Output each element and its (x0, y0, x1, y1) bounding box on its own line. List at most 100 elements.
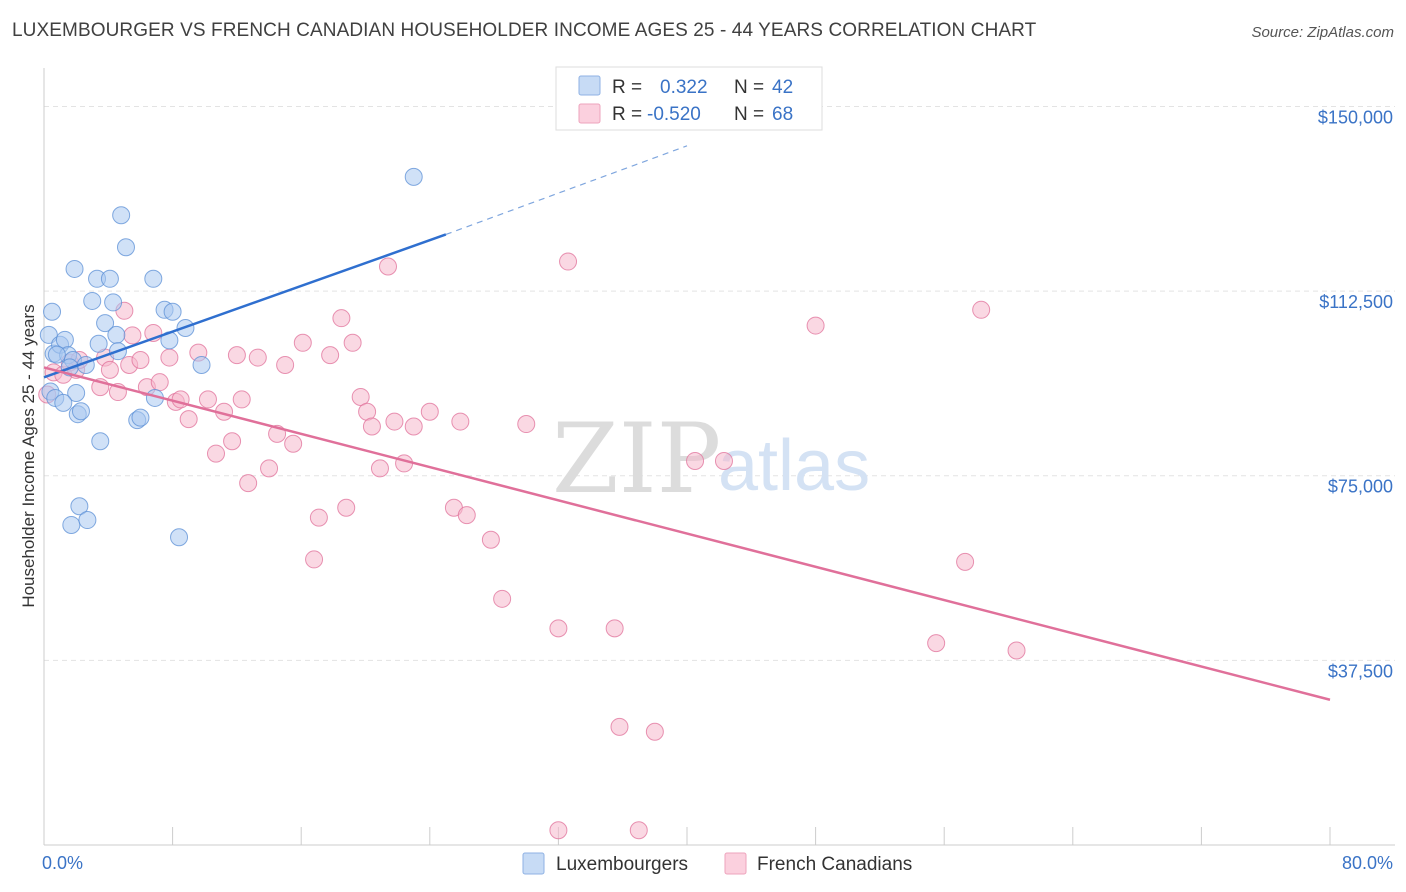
legend-swatch-luxembourgers (522, 852, 545, 875)
french-canadians-point-67 (1007, 641, 1026, 660)
french-canadians-point-33 (284, 434, 303, 453)
stats-swatch-blue (578, 75, 601, 96)
french-canadians-point-22 (198, 390, 217, 409)
luxembourgers-point-23 (107, 325, 126, 344)
french-canadians-point-58 (605, 619, 624, 638)
watermark-atlas: atlas (718, 426, 870, 506)
stats-legend: R = 0.322 N = 42 R = -0.520 N = 68 (555, 66, 823, 131)
french-canadians-point-56 (549, 619, 568, 638)
y-tick-labels: $37,500 $75,000 $112,500 $150,000 (1318, 107, 1393, 681)
stats-n-label-2: N = (734, 104, 764, 125)
french-canadians-point-29 (248, 348, 267, 367)
luxembourgers-point-19 (91, 432, 110, 451)
y-tick-label-3: $150,000 (1318, 107, 1393, 127)
french-canadians-point-59 (610, 717, 629, 736)
luxembourgers-point-40 (54, 393, 73, 412)
luxembourgers-point-38 (47, 345, 66, 364)
luxembourgers-point-33 (163, 302, 182, 321)
french-canadians-point-66 (972, 300, 991, 319)
french-canadians-low-point-1 (629, 821, 648, 840)
french-canadians-point-53 (481, 530, 500, 549)
luxembourgers-point-13 (70, 497, 89, 516)
stats-r-label-1: R = (612, 77, 642, 98)
french-canadians-point-63 (806, 316, 825, 335)
luxembourgers-point-10 (65, 259, 84, 278)
luxembourgers-point-29 (144, 269, 163, 288)
french-canadians-point-60 (645, 722, 664, 741)
luxembourgers-point-16 (83, 291, 102, 310)
trend-line-luxembourgers-extension (445, 145, 688, 236)
french-canadians-point-36 (309, 508, 328, 527)
trend-line-luxembourgers (43, 233, 447, 379)
stats-r-value-1: 0.322 (660, 77, 708, 98)
french-canadians-point-54 (493, 589, 512, 608)
luxembourgers-point-1 (43, 302, 62, 321)
french-canadians-point-64 (927, 634, 946, 653)
luxembourgers-point-21 (100, 269, 119, 288)
french-canadians-point-51 (451, 412, 470, 431)
source-label: Source: ZipAtlas.com (1251, 24, 1394, 41)
french-canadians-point-45 (379, 257, 398, 276)
french-canadians-point-32 (276, 355, 295, 374)
series-french-canadians (38, 252, 1026, 840)
x-tick-label-max: 80.0% (1342, 853, 1393, 873)
trend-line-french-canadians (43, 366, 1331, 701)
series-luxembourgers (39, 167, 423, 547)
french-canadians-point-46 (385, 412, 404, 431)
french-canadians-point-16 (150, 373, 169, 392)
french-canadians-point-35 (305, 550, 324, 569)
trend-lines (43, 145, 1331, 701)
french-canadians-point-47 (395, 454, 414, 473)
legend-label-luxembourgers: Luxembourgers (556, 854, 688, 875)
luxembourgers-point-14 (71, 402, 90, 421)
y-axis-title: Householder Income Ages 25 - 44 years (19, 304, 38, 607)
french-canadians-point-34 (293, 333, 312, 352)
french-canadians-point-27 (232, 390, 251, 409)
legend-swatch-french-canadians (724, 852, 747, 875)
french-canadians-point-44 (370, 459, 389, 478)
french-canadians-point-20 (179, 410, 198, 429)
gridlines (44, 105, 1395, 661)
french-canadians-point-13 (131, 351, 150, 370)
x-tick-label-min: 0.0% (42, 853, 83, 873)
stats-n-label-1: N = (734, 77, 764, 98)
y-tick-label-2: $112,500 (1319, 292, 1393, 312)
luxembourgers-point-8 (62, 515, 81, 534)
french-canadians-point-17 (160, 348, 179, 367)
luxembourgers-point-26 (116, 238, 135, 257)
french-canadians-point-48 (404, 417, 423, 436)
french-canadians-point-43 (362, 417, 381, 436)
luxembourgers-point-25 (112, 206, 131, 225)
french-canadians-point-57 (559, 252, 578, 271)
luxembourgers-point-15 (78, 511, 97, 530)
stats-swatch-pink (578, 103, 601, 124)
french-canadians-point-8 (100, 360, 119, 379)
french-canadians-point-49 (420, 402, 439, 421)
luxembourgers-point-36 (192, 355, 211, 374)
y-tick-label-1: $75,000 (1328, 477, 1393, 497)
luxembourgers-point-20 (96, 314, 115, 333)
french-canadians-point-52 (457, 506, 476, 525)
stats-n-value-1: 42 (772, 77, 793, 98)
french-canadians-point-38 (332, 309, 351, 328)
french-canadians-point-40 (343, 333, 362, 352)
legend-label-french-canadians: French Canadians (757, 854, 912, 875)
luxembourgers-point-37 (404, 167, 423, 186)
stats-n-value-2: 68 (772, 104, 793, 125)
french-canadians-point-61 (686, 451, 705, 470)
french-canadians-point-55 (517, 415, 536, 434)
french-canadians-point-28 (239, 474, 258, 493)
french-canadians-point-39 (337, 498, 356, 517)
french-canadians-point-26 (227, 346, 246, 365)
french-canadians-point-30 (260, 459, 279, 478)
chart-title: LUXEMBOURGER VS FRENCH CANADIAN HOUSEHOL… (12, 20, 1037, 41)
stats-r-value-2: -0.520 (647, 104, 701, 125)
french-canadians-point-12 (123, 326, 142, 345)
axes (43, 68, 1395, 846)
watermark: ZIP atlas (552, 403, 870, 515)
french-canadians-point-37 (321, 346, 340, 365)
french-canadians-point-23 (207, 444, 226, 463)
luxembourgers-point-34 (170, 528, 189, 547)
y-tick-label-0: $37,500 (1328, 661, 1393, 681)
luxembourgers-point-6 (55, 330, 74, 349)
